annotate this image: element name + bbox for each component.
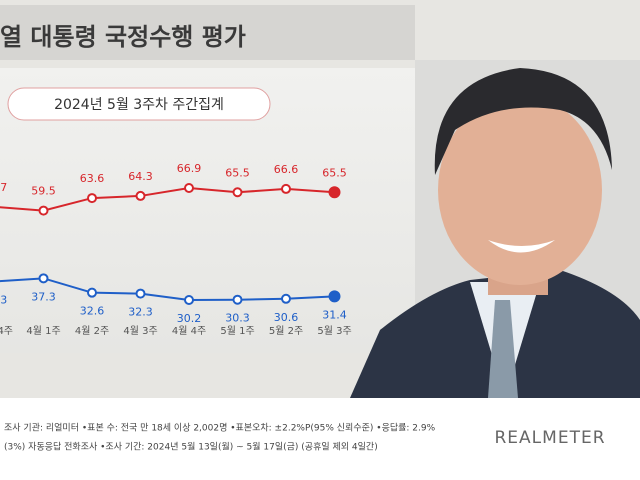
portrait — [350, 60, 640, 398]
point — [328, 186, 341, 199]
data-label: 36.3 — [0, 293, 7, 306]
point — [184, 183, 194, 193]
point — [135, 288, 146, 299]
data-label: 32.6 — [80, 305, 105, 318]
x-tick-label: 4주 — [0, 326, 13, 337]
data-label: 63.6 — [80, 172, 105, 185]
line — [0, 277, 335, 302]
footnote: (3%) 자동응답 전화조사 •조사 기간: 2024년 5월 13일(월) ~… — [4, 441, 378, 453]
point — [87, 193, 97, 204]
x-tick-label: 4월 3주 — [123, 325, 157, 337]
subtitle-box — [7, 87, 271, 121]
point — [184, 295, 194, 305]
data-label: 66.9 — [177, 162, 202, 175]
data-label: 66.6 — [274, 163, 299, 176]
point — [87, 287, 97, 298]
title: 열 대통령 국정수행 평가 — [0, 23, 246, 51]
x-tick-label: 5월 3주 — [317, 325, 351, 337]
point — [232, 294, 243, 305]
point — [38, 273, 49, 284]
data-label: 30.3 — [225, 312, 250, 325]
x-tick-label: 5월 2주 — [269, 325, 303, 337]
point — [281, 293, 291, 304]
title-bar — [0, 5, 415, 60]
brand: REALMETER — [495, 428, 606, 448]
point — [135, 190, 146, 201]
data-label: 32.3 — [128, 306, 153, 319]
x-tick-label: 4월 4주 — [172, 325, 206, 337]
point — [281, 183, 291, 194]
point — [38, 205, 49, 216]
data-label: 31.4 — [322, 308, 347, 321]
data-label: 30.2 — [177, 312, 202, 325]
subtitle: 2024년 5월 3주차 주간집계 — [54, 97, 224, 113]
data-label: 64.3 — [128, 170, 153, 183]
data-label: 37.3 — [31, 290, 56, 303]
x-tick-label: 4월 2주 — [75, 325, 109, 337]
point — [232, 187, 243, 198]
data-label: 65.5 — [225, 166, 250, 179]
footnote: 조사 기관: 리얼미터 •표본 수: 전국 만 18세 이상 2,002명 •표… — [4, 422, 436, 434]
data-label: 60.7 — [0, 181, 7, 194]
line — [0, 186, 335, 212]
data-label: 59.5 — [31, 185, 56, 198]
x-tick-label: 5월 1주 — [220, 325, 254, 337]
line-chart: 4주 4월 1주 4월 2주 4월 3주 4월 4주 5월 1주 5월 2주 5월 3주 60.… — [0, 162, 352, 337]
data-label: 30.6 — [274, 311, 299, 324]
point — [328, 290, 341, 303]
data-label: 65.5 — [322, 166, 347, 179]
x-tick-label: 4월 1주 — [26, 325, 60, 337]
